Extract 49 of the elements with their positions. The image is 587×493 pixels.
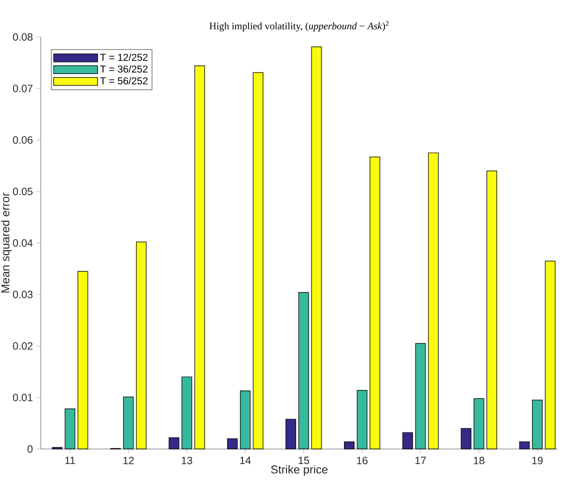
bar — [240, 390, 251, 450]
bar — [168, 437, 180, 450]
x-tick-label: 19 — [532, 456, 543, 464]
legend-label: T = 12/252 — [100, 54, 148, 61]
bar — [298, 292, 309, 450]
x-tick-label: 17 — [415, 456, 426, 464]
bar — [474, 398, 484, 450]
x-tick-label: 14 — [240, 456, 251, 464]
bar — [311, 46, 322, 450]
legend-label: T = 56/252 — [100, 77, 148, 84]
bar — [370, 156, 380, 450]
bar — [123, 396, 134, 450]
x-tick-label: 12 — [123, 456, 134, 464]
x-tick-label: 13 — [182, 456, 192, 464]
bar — [460, 428, 472, 450]
y-tick-label: 0.01 — [12, 394, 32, 402]
x-tick-label: 11 — [65, 456, 75, 464]
x-tick-label: 16 — [357, 456, 368, 464]
bar — [78, 271, 88, 450]
bar — [402, 432, 413, 450]
y-tick-label: 0.04 — [12, 239, 33, 247]
bar — [415, 343, 426, 450]
bar — [252, 72, 264, 450]
y-axis-title: Mean squared error — [0, 192, 12, 293]
y-tick-label: 0.06 — [12, 136, 33, 144]
bar — [182, 376, 192, 450]
bar — [544, 260, 556, 450]
bar — [532, 400, 543, 450]
bar — [344, 441, 355, 450]
bar — [486, 170, 498, 450]
y-tick-label: 0.08 — [12, 33, 33, 41]
bar — [64, 408, 76, 450]
bar — [286, 418, 296, 450]
y-tick-label: 0.02 — [12, 342, 32, 350]
legend-label: T = 36/252 — [100, 65, 148, 73]
bar — [227, 438, 238, 450]
y-tick-label: 0 — [28, 445, 33, 453]
x-tick-label: 18 — [474, 456, 484, 464]
y-tick-label: 0.07 — [12, 84, 32, 92]
bar — [519, 441, 530, 450]
bar — [356, 390, 368, 450]
y-tick-label: 0.05 — [12, 188, 33, 196]
y-tick-label: 0.03 — [12, 290, 33, 298]
x-tick-label: 15 — [298, 456, 310, 464]
x-axis-title: Strike price — [271, 465, 328, 476]
bar — [194, 66, 205, 450]
bar — [136, 242, 147, 450]
chart-title: High implied volatility, (upperbound − Ask)$^{2}$ — [209, 21, 389, 32]
bar — [428, 152, 439, 450]
